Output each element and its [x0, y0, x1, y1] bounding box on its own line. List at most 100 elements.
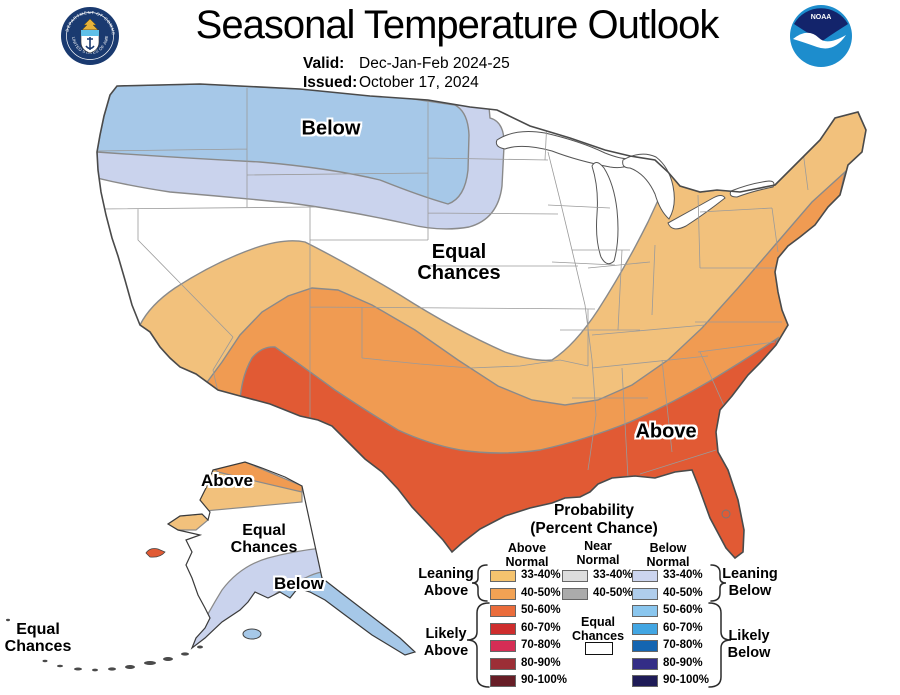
label-equal-chances-center: Equal Chances [417, 240, 501, 284]
legend-range-label: 90-100% [663, 674, 710, 687]
legend-range-label: 33-40% [593, 569, 633, 581]
lake-okeechobee [721, 509, 731, 519]
valid-line: Valid: Dec-Jan-Feb 2024-25 [303, 55, 510, 74]
legend-likely-above: Likely Above [424, 626, 468, 659]
likely-below-line1: Likely [728, 628, 770, 644]
legend-range-label: 90-100% [521, 674, 568, 687]
legend-swatch-above-33-40% [490, 570, 516, 582]
label-equal-chances-corner: Equal Chances [4, 621, 72, 656]
legend-swatch-above-70-80% [490, 640, 516, 653]
ak-band-above-40-50 [211, 462, 303, 493]
col-near-line2: Normal [576, 553, 620, 567]
legend-range-label: 70-80% [521, 639, 561, 652]
likely-above-line2: Above [423, 642, 469, 659]
label-alaska-equal-chances: Equal Chances [230, 522, 298, 557]
legend-swatch-below-50-60% [632, 605, 658, 618]
valid-label: Valid: [303, 55, 345, 72]
legend-swatch-below-33-40% [632, 570, 658, 582]
col-below-line2: Normal [646, 555, 690, 569]
state-borders [97, 88, 809, 479]
great-lakes [495, 131, 775, 265]
legend-swatch-above-60-70% [490, 622, 516, 635]
alaska-coastline [166, 461, 417, 656]
conus [96, 83, 867, 560]
legend-swatch-above-90-100% [490, 675, 516, 688]
leaning-above-line2: Above [423, 582, 469, 599]
label-below-nw: Below [301, 117, 361, 140]
seal-inner-ring [66, 12, 114, 60]
legend-title: Probability (Percent Chance) [530, 502, 657, 538]
label-alaska-above: Above [201, 470, 253, 490]
legend-equal-chances-swatch [585, 642, 613, 655]
label-above-se: Above [635, 420, 697, 443]
noaa-logo: NOAA [790, 5, 852, 67]
lake-michigan [591, 162, 619, 265]
legend-equal-line2: Chances [571, 629, 625, 643]
label-ak-equal-line1: Equal [242, 522, 286, 540]
aleutian-islands [6, 618, 203, 672]
col-near-line1: Near [584, 539, 612, 553]
legend-range-label: 80-90% [663, 656, 703, 669]
brace-leaning-above [471, 564, 488, 602]
leaning-below-line2: Below [728, 582, 772, 599]
legend-range-label: 60-70% [663, 621, 703, 634]
legend-range-label: 60-70% [521, 621, 561, 634]
noaa-sky [794, 8, 848, 42]
legend-swatch-near-40-50% [562, 587, 588, 600]
legend-range-label: 80-90% [521, 656, 561, 669]
legend-col-above-normal: Above Normal [505, 541, 548, 569]
issued-line: Issued: October 17, 2024 [303, 74, 510, 93]
label-equal-center-line2: Chances [417, 262, 501, 284]
leaning-below-line1: Leaning [722, 566, 778, 582]
legend-range-label: 40-50% [521, 586, 561, 599]
st-lawrence-island [145, 548, 166, 558]
legend-col-below-normal: Below Normal [646, 541, 689, 569]
legend-swatch-near-33-40% [562, 570, 588, 582]
col-below-line1: Below [649, 541, 687, 555]
legend-swatch-above-80-90% [490, 657, 516, 670]
label-ak-equal-line2: Chances [230, 539, 298, 556]
brace-likely-below [708, 602, 732, 688]
valid-value: Dec-Jan-Feb 2024-25 [359, 55, 510, 72]
seal-anchor-icon [85, 37, 95, 50]
legend-equal-chances: Equal Chances [572, 615, 624, 643]
kodiak-island [242, 628, 262, 640]
legend-braces [466, 564, 732, 688]
legend-range-label: 50-60% [521, 604, 561, 617]
label-alaska-below: Below [273, 573, 325, 593]
label-equal-center-line1: Equal [431, 240, 487, 263]
legend-swatch-below-40-50% [632, 587, 658, 600]
legend-range-label: 50-60% [663, 604, 703, 617]
leaning-above-line1: Leaning [418, 566, 474, 582]
legend-likely-below: Likely Below [728, 628, 771, 661]
legend-swatch-above-40-50% [490, 587, 516, 600]
legend-equal-line1: Equal [580, 615, 616, 629]
lake-erie [667, 195, 726, 230]
col-above-line1: Above [507, 541, 547, 555]
page-title: Seasonal Temperature Outlook [195, 3, 720, 47]
band-below-40-50 [97, 84, 470, 205]
legend-leaning-above: Leaning Above [418, 566, 474, 599]
noaa-gull-icon [793, 32, 846, 49]
label-corner-equal-line2: Chances [4, 638, 72, 655]
legend-title-line1: Probability [553, 502, 635, 519]
col-above-line2: Normal [505, 555, 549, 569]
legend-swatch-below-70-80% [632, 640, 658, 653]
validity-block: Valid: Dec-Jan-Feb 2024-25 Issued: October… [303, 55, 510, 92]
legend-range-label: 40-50% [593, 586, 633, 599]
seal-shield-chief [81, 30, 99, 36]
legend-range-label: 33-40% [521, 569, 561, 581]
noaa-logo-text: NOAA [811, 14, 832, 21]
likely-below-line2: Below [727, 644, 771, 661]
legend-range-label: 40-50% [663, 586, 703, 599]
legend-col-near-normal: Near Normal [576, 539, 619, 567]
label-corner-equal-line1: Equal [16, 621, 60, 639]
legend-swatch-below-90-100% [632, 675, 658, 688]
issued-label: Issued: [303, 73, 358, 91]
legend-range-label: 33-40% [663, 569, 703, 581]
legend-range-label: 70-80% [663, 639, 703, 652]
likely-above-line1: Likely [425, 626, 467, 642]
legend-swatch-above-50-60% [490, 605, 516, 618]
